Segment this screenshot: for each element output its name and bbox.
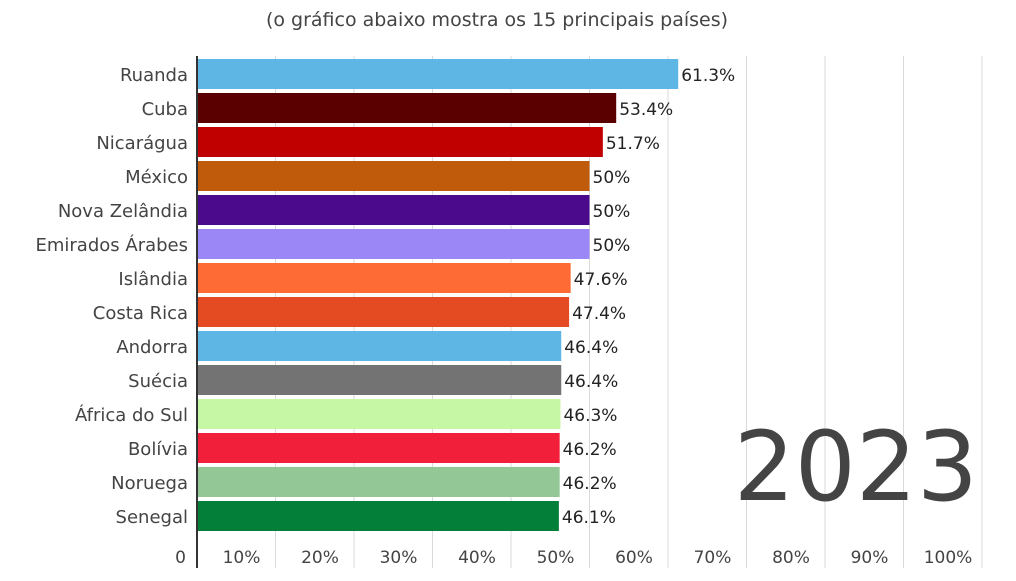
category-label: Costa Rica — [93, 303, 188, 324]
category-label: Nicarágua — [96, 133, 188, 154]
x-tick-label: 60% — [615, 548, 653, 568]
bar — [197, 365, 562, 395]
x-tick-label: 10% — [223, 548, 261, 568]
year-label: 2023 — [734, 411, 978, 523]
bar — [197, 331, 562, 361]
value-label: 53.4% — [619, 100, 673, 120]
category-label: Ruanda — [120, 65, 188, 86]
category-label: Senegal — [116, 507, 188, 528]
bars — [197, 59, 679, 531]
value-label: 50% — [593, 202, 631, 222]
chart-subtitle: (o gráfico abaixo mostra os 15 principai… — [266, 9, 728, 31]
bar — [197, 433, 560, 463]
x-tick-label: 50% — [537, 548, 575, 568]
bar — [197, 399, 561, 429]
bar — [197, 161, 590, 191]
x-tick-label: 30% — [380, 548, 418, 568]
bar — [197, 467, 560, 497]
category-label: Nova Zelândia — [58, 201, 188, 222]
x-tick-label: 100% — [924, 548, 973, 568]
x-tick-label: 70% — [694, 548, 732, 568]
x-tick-label: 0 — [175, 548, 186, 568]
bar — [197, 93, 617, 123]
category-label: Noruega — [111, 473, 188, 494]
bar — [197, 59, 679, 89]
category-label: Emirados Árabes — [36, 234, 189, 256]
x-tick-label: 20% — [301, 548, 339, 568]
value-label: 46.3% — [563, 406, 617, 426]
value-label: 46.2% — [563, 440, 617, 460]
x-tick-label: 80% — [772, 548, 810, 568]
bar — [197, 501, 559, 531]
value-label: 47.4% — [572, 304, 626, 324]
value-label: 46.2% — [563, 474, 617, 494]
x-tick-label: 40% — [458, 548, 496, 568]
x-tick-label: 90% — [851, 548, 889, 568]
category-label: México — [125, 167, 188, 188]
bar — [197, 127, 603, 157]
bar — [197, 263, 571, 293]
category-label: África do Sul — [75, 404, 188, 426]
category-label: Andorra — [116, 337, 188, 358]
value-label: 47.6% — [574, 270, 628, 290]
bar — [197, 229, 590, 259]
value-label: 50% — [593, 168, 631, 188]
value-label: 50% — [593, 236, 631, 256]
category-label: Islândia — [118, 269, 188, 290]
value-label: 46.4% — [564, 372, 618, 392]
value-labels: 61.3% 53.4% 51.7% 50% 50% 50% 47.6% 47.4% 46.4% 4… — [562, 66, 735, 528]
bar — [197, 195, 590, 225]
category-label: Bolívia — [128, 439, 188, 460]
bar — [197, 297, 570, 327]
value-label: 61.3% — [681, 66, 735, 86]
value-label: 46.4% — [564, 338, 618, 358]
value-label: 46.1% — [562, 508, 616, 528]
category-label: Cuba — [142, 99, 188, 120]
category-label: Suécia — [128, 371, 188, 392]
category-labels: Ruanda Cuba Nicarágua México Nova Zelândia Em… — [36, 65, 189, 528]
x-tick-labels: 0 10% 20% 30% 40% 50% 60% 70% 80% 90% 100% — [175, 548, 972, 568]
value-label: 51.7% — [606, 134, 660, 154]
